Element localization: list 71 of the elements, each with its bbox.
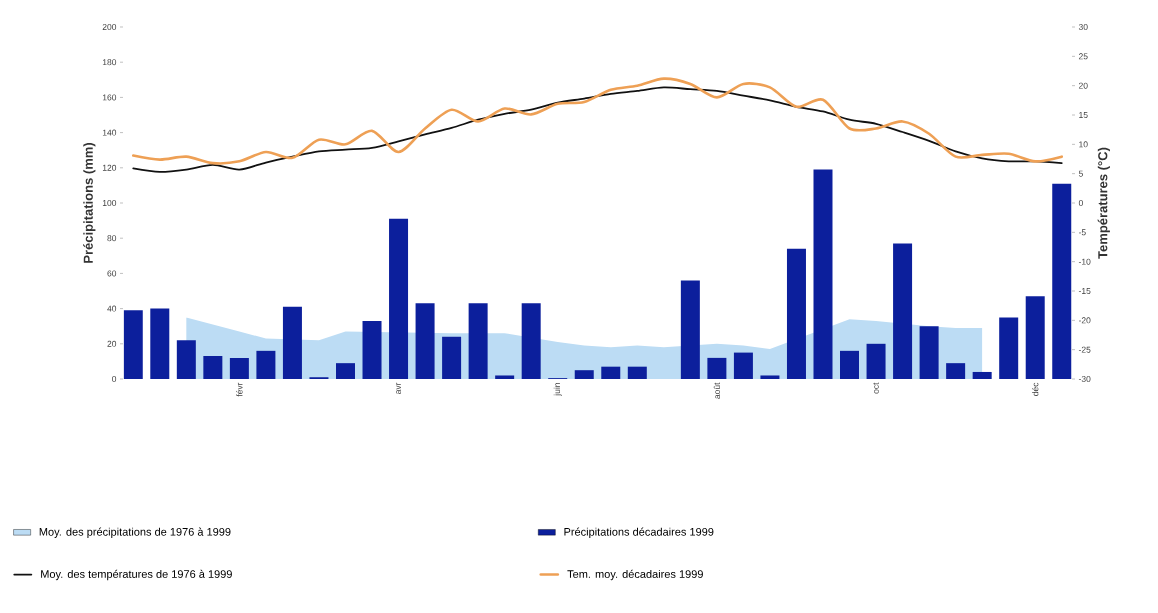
x-tick-label: oct	[873, 382, 879, 394]
y2-tick-label: 0	[1078, 200, 1083, 207]
bar	[150, 308, 170, 379]
bar	[972, 371, 992, 379]
bar	[999, 317, 1019, 379]
y-tick-label: 140	[102, 129, 117, 136]
y-tick-label: 180	[102, 59, 117, 66]
bar	[919, 326, 939, 379]
bar	[442, 336, 462, 379]
bar	[335, 363, 355, 379]
bar	[256, 350, 276, 379]
y2-tick-label: 30	[1078, 24, 1088, 31]
y2-tick-label: 25	[1078, 53, 1088, 60]
bar	[760, 375, 780, 379]
bar	[627, 366, 647, 379]
y-tick-label: 160	[102, 94, 117, 101]
bar	[893, 243, 913, 379]
bar	[176, 340, 196, 379]
y2-tick-label: -20	[1078, 317, 1091, 324]
bar	[362, 320, 382, 379]
y2-tick-label: 15	[1079, 112, 1088, 118]
y-tick-label: 80	[107, 235, 117, 242]
bar	[946, 363, 966, 379]
bar	[866, 343, 886, 379]
y2-tick-label: -25	[1078, 346, 1091, 353]
x-tick-label: févr	[236, 382, 243, 397]
y-tick-label: 60	[107, 270, 117, 277]
bar	[601, 366, 621, 379]
y-tick-label: 20	[107, 340, 117, 347]
x-tick-label: août	[713, 382, 721, 399]
bar	[680, 280, 700, 379]
bar	[840, 350, 860, 379]
legend-label: Précipitations décadaires 1999	[564, 527, 714, 538]
y-tick-label: 40	[107, 305, 117, 312]
bar	[733, 352, 753, 379]
legend-label: Moy. des précipitations de 1976 à 1999	[39, 527, 231, 538]
y2-tick-label: -15	[1078, 288, 1091, 294]
y-axis-title: Précipitations (mm)	[83, 142, 96, 263]
bar	[813, 169, 833, 379]
y2-tick-label: 5	[1078, 170, 1083, 177]
legend-label: Tem. moy. décadaires 1999	[567, 569, 703, 581]
line-series	[131, 77, 1064, 165]
bar	[1025, 296, 1045, 379]
bar	[468, 303, 488, 379]
y2-tick-label: -5	[1078, 229, 1086, 236]
bar	[707, 357, 727, 379]
bar	[229, 357, 249, 379]
bar	[389, 218, 409, 379]
bar	[574, 370, 594, 379]
y-tick-label: 120	[102, 164, 117, 171]
bar	[1052, 183, 1072, 379]
legend-label: Moy. des températures de 1976 à 1999	[41, 569, 232, 581]
bar	[415, 303, 435, 379]
y2-tick-label: -10	[1078, 258, 1091, 265]
bar	[123, 310, 143, 379]
bar	[495, 375, 515, 379]
bar	[203, 356, 223, 379]
x-tick-label: déc	[1032, 382, 1039, 396]
line-series	[132, 86, 1063, 173]
y-tick-label: 0	[112, 376, 117, 382]
x-tick-label: juin	[553, 383, 562, 396]
bar	[521, 303, 541, 379]
y2-tick-label: 20	[1078, 82, 1088, 89]
y2-tick-label: -30	[1078, 376, 1091, 382]
y2-axis-title: Températures (°C)	[1097, 147, 1110, 259]
bar	[786, 248, 806, 379]
y2-tick-label: 10	[1079, 141, 1088, 148]
y-tick-label: 100	[102, 199, 117, 206]
y-tick-label: 200	[102, 23, 117, 30]
bar	[282, 306, 302, 379]
x-tick-label: avr	[396, 382, 401, 394]
